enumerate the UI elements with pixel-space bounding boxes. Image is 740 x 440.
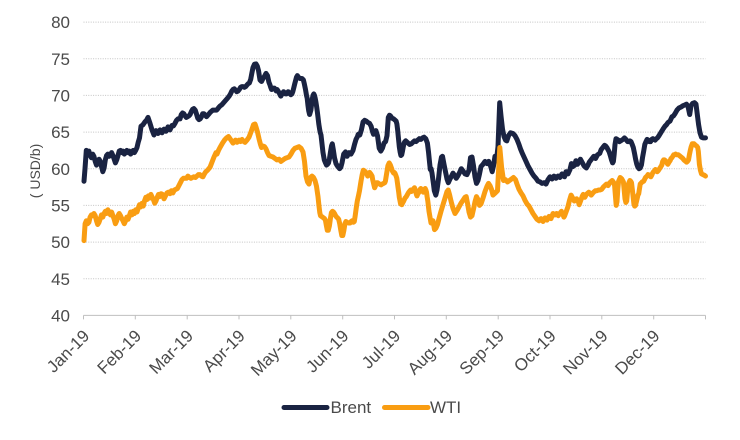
svg-text:40: 40: [51, 307, 70, 326]
svg-text:Brent: Brent: [331, 398, 372, 417]
svg-text:80: 80: [51, 13, 70, 32]
svg-text:70: 70: [51, 87, 70, 106]
svg-text:55: 55: [51, 197, 70, 216]
svg-text:65: 65: [51, 123, 70, 142]
svg-text:( USD/b): ( USD/b): [27, 144, 43, 198]
svg-text:50: 50: [51, 233, 70, 252]
svg-text:45: 45: [51, 270, 70, 289]
svg-text:75: 75: [51, 50, 70, 69]
svg-text:60: 60: [51, 160, 70, 179]
svg-text:WTI: WTI: [430, 398, 461, 417]
